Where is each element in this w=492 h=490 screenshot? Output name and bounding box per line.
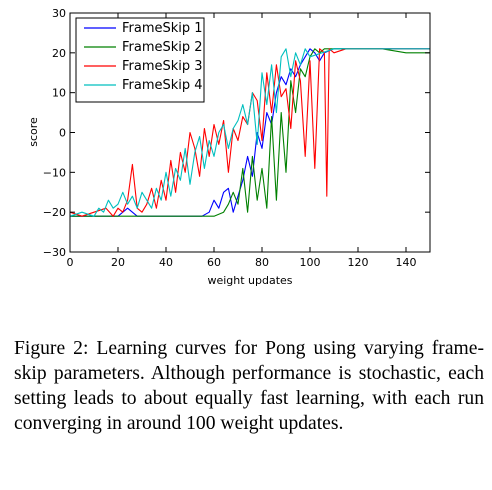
x-axis-label: weight updates — [207, 274, 292, 287]
x-tick-label: 20 — [111, 256, 125, 269]
y-tick-label: 30 — [52, 7, 66, 20]
series-line-frameskip-3 — [70, 48, 430, 217]
legend: FrameSkip 1 FrameSkip 2 FrameSkip 3 FrameSk… — [75, 17, 205, 103]
y-tick-label: 20 — [52, 47, 66, 60]
x-tick-label: 80 — [255, 256, 269, 269]
legend-label: FrameSkip 4 — [122, 78, 203, 93]
legend-label: FrameSkip 1 — [122, 21, 203, 36]
y-tick-label: 0 — [59, 127, 66, 140]
y-tick-label: −20 — [43, 206, 66, 219]
y-tick-label: −30 — [43, 246, 66, 259]
series-layer — [70, 48, 430, 217]
y-axis-label: score — [27, 117, 40, 147]
legend-label: FrameSkip 3 — [122, 59, 203, 74]
legend-label: FrameSkip 2 — [122, 40, 203, 55]
x-tick-label: 140 — [396, 256, 417, 269]
y-tick-label: −10 — [43, 166, 66, 179]
x-tick-label: 60 — [207, 256, 221, 269]
series-line-frameskip-4 — [70, 48, 430, 217]
figure-caption: Figure 2: Learning curves for Pong using… — [14, 338, 484, 434]
y-tick-label: 10 — [52, 87, 66, 100]
x-tick-label: 0 — [67, 256, 74, 269]
legend-box — [75, 17, 205, 103]
x-tick-label: 100 — [300, 256, 321, 269]
learning-curves-chart: 0 20 40 60 80 100 120 140 −30 −20 −10 0 10 20 30 weigh… — [27, 7, 431, 287]
x-tick-label: 120 — [348, 256, 369, 269]
axis-ticks: 0 20 40 60 80 100 120 140 −30 −20 −10 0 10 20 30 — [43, 7, 430, 269]
x-tick-label: 40 — [159, 256, 173, 269]
